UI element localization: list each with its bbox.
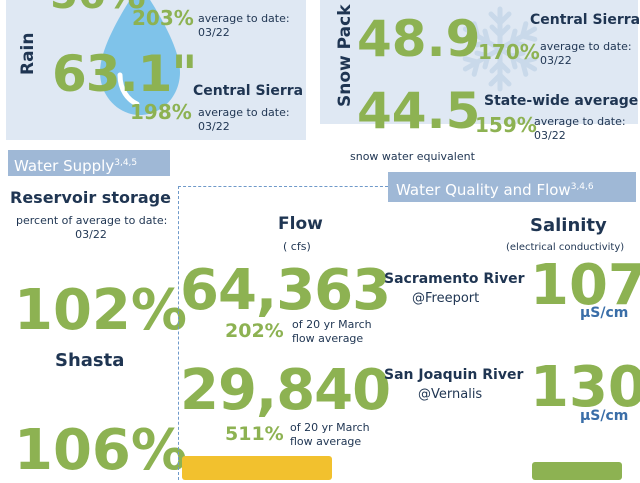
flow-unit: ( cfs) xyxy=(283,240,311,253)
snow-central-note: average to date: 03/22 xyxy=(540,40,632,67)
snow-central-pct: 170% xyxy=(478,40,540,64)
rain-pct: 198% xyxy=(130,100,192,124)
snow-state-region: State-wide average xyxy=(484,93,639,109)
reservoir-name: Shasta xyxy=(55,350,125,371)
rain-region: Central Sierra xyxy=(193,83,304,99)
salinity-value: 107 xyxy=(530,253,640,318)
rain-top-pct: 203% xyxy=(132,6,194,30)
river-name: Sacramento River xyxy=(384,271,525,287)
snow-central-region: Central Sierra xyxy=(530,12,640,28)
flow-pct: 511% xyxy=(225,423,284,445)
reservoir-title: Reservoir storage xyxy=(10,188,171,207)
water-quality-header-text: Water Quality and Flow xyxy=(396,181,571,199)
reservoir-pct: 102% xyxy=(14,278,188,343)
snow-state-pct: 159% xyxy=(475,113,537,137)
rain-top-note: average to date: 03/22 xyxy=(198,12,290,39)
water-quality-header: Water Quality and Flow3,4,6 xyxy=(388,172,636,202)
rain-note: average to date: 03/22 xyxy=(198,106,290,133)
rain-value: 63.1" xyxy=(52,45,197,103)
river-location: @Freeport xyxy=(412,291,480,306)
snow-central-value: 48.9 xyxy=(357,10,481,68)
flow-pct: 202% xyxy=(225,320,284,342)
river-location: @Vernalis xyxy=(418,387,483,402)
flow-pct-note: of 20 yr March flow average xyxy=(292,318,372,345)
rain-top-value: 56% xyxy=(50,0,146,18)
reservoir-subtitle: percent of average to date: 03/22 xyxy=(16,214,168,241)
salinity-title: Salinity xyxy=(530,215,607,236)
snowflake-icon xyxy=(455,6,545,94)
salinity-unit: (electrical conductivity) xyxy=(506,242,625,253)
water-supply-header: Water Supply3,4,5 xyxy=(8,150,170,176)
snow-state-note: average to date: 03/22 xyxy=(534,115,626,142)
flow-value-partial xyxy=(182,456,332,480)
flow-pct-note: of 20 yr March flow average xyxy=(290,421,370,448)
salinity-unit-label: µS/cm xyxy=(580,305,629,321)
water-drop-icon xyxy=(100,0,180,115)
water-quality-sup: 3,4,6 xyxy=(570,182,594,192)
salinity-value-partial xyxy=(532,462,622,480)
divider xyxy=(178,186,388,187)
divider xyxy=(178,186,179,480)
salinity-unit-label: µS/cm xyxy=(580,408,629,424)
flow-title: Flow xyxy=(278,214,323,234)
rain-label: Rain xyxy=(18,32,38,76)
water-supply-sup: 3,4,5 xyxy=(114,158,138,168)
salinity-value: 130 xyxy=(530,355,640,420)
flow-value: 64,363 xyxy=(180,258,391,323)
water-supply-header-text: Water Supply xyxy=(14,157,115,175)
snow-state-value: 44.5 xyxy=(357,82,481,140)
reservoir-pct: 106% xyxy=(14,418,188,483)
flow-value: 29,840 xyxy=(180,358,391,423)
river-name: San Joaquin River xyxy=(384,367,524,383)
snow-footnote: snow water equivalent xyxy=(350,150,475,163)
